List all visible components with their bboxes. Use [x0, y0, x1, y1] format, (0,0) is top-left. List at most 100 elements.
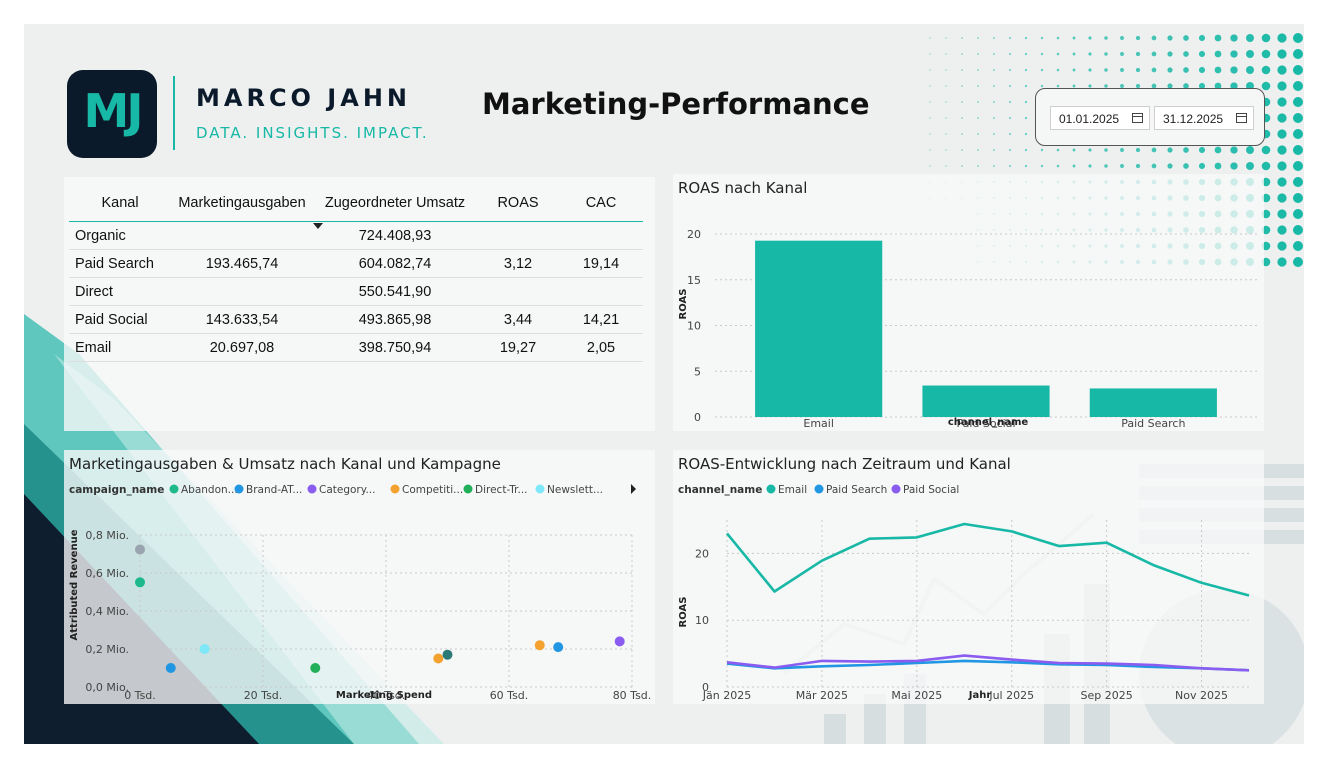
decor-dot [1277, 193, 1287, 203]
decor-dot [929, 53, 931, 55]
decor-dot [1293, 241, 1303, 251]
x-tick-label: 40 Tsd. [367, 689, 406, 702]
decor-dot [1135, 83, 1141, 89]
table-row[interactable]: Paid Search 193.465,74 604.082,74 3,12 1… [69, 249, 643, 278]
column-header-roas[interactable]: ROAS [477, 185, 559, 222]
decor-dot [961, 133, 963, 135]
legend-item-label: Brand-AT... [246, 484, 302, 496]
decor-dot [1293, 161, 1303, 171]
decor-dot [993, 117, 995, 119]
decor-dot [1135, 147, 1141, 153]
decor-dot [961, 117, 963, 119]
bar-y-axis: 0 5 10 15 20 [687, 228, 701, 424]
decor-dot [1214, 50, 1222, 58]
decor-dot [1024, 164, 1028, 168]
chart-title: Marketingausgaben & Umsatz nach Kanal un… [69, 455, 501, 473]
decor-dot [1183, 35, 1189, 41]
x-tick-label: Mär 2025 [796, 689, 848, 702]
decor-dot [1072, 148, 1076, 152]
line-grid [726, 520, 1249, 688]
decor-dot [1261, 81, 1271, 91]
decor-dot [1151, 147, 1157, 153]
legend-next-arrow[interactable] [631, 484, 636, 494]
decor-dot [1024, 68, 1028, 72]
decor-dot [1056, 36, 1060, 40]
line-series [725, 522, 1250, 672]
decor-dot [1135, 51, 1141, 57]
decor-dot [1277, 225, 1287, 235]
table-cell: 19,27 [477, 333, 559, 362]
kpi-table-panel: Kanal Marketingausgaben Zugeordneter Ums… [64, 177, 655, 431]
table-row[interactable]: Direct 550.541,90 [69, 277, 643, 306]
table-cell [171, 277, 313, 306]
decor-dot [1167, 83, 1173, 89]
series-line [726, 654, 1250, 672]
dashboard-canvas: MJ MARCO JAHN DATA. INSIGHTS. IMPACT. Ma… [24, 24, 1304, 744]
column-header-umsatz[interactable]: Zugeordneter Umsatz [313, 185, 477, 229]
scatter-point [433, 653, 444, 664]
table-row[interactable]: Email 20.697,08 398.750,94 19,27 2,05 [69, 333, 643, 362]
decor-dot [1183, 51, 1189, 57]
y-tick-label: 0 [694, 411, 701, 424]
series-line [725, 522, 1250, 597]
scatter-point [199, 644, 210, 654]
decor-dot [961, 149, 963, 151]
decor-dot [1198, 66, 1206, 74]
chart-title: ROAS nach Kanal [678, 179, 808, 197]
decor-dot [945, 85, 947, 87]
decor-dot [1088, 148, 1092, 152]
y-tick-label: 0,8 Mio. [85, 529, 129, 542]
column-header-marketingausgaben[interactable]: Marketingausgaben [171, 185, 313, 222]
decor-dot [1183, 163, 1189, 169]
decor-dot [1277, 257, 1287, 267]
table-row[interactable]: Paid Social 143.633,54 493.865,98 3,44 1… [69, 305, 643, 334]
decor-dot [1261, 145, 1271, 155]
decor-dot [1009, 101, 1011, 103]
decor-dot [1293, 97, 1303, 107]
decor-dot [1120, 164, 1124, 168]
scatter-x-axis-label: Marketing Spend [336, 690, 432, 701]
decor-dot [1040, 84, 1044, 88]
decor-dot [1024, 52, 1028, 56]
decor-dot [1072, 164, 1076, 168]
decor-dot [1072, 84, 1076, 88]
table-cell: Organic [69, 221, 171, 250]
decor-dot [1246, 66, 1254, 74]
end-date-input[interactable]: 31.12.2025 [1154, 106, 1254, 130]
scatter-point [553, 642, 564, 653]
legend-marker [463, 484, 473, 494]
calendar-icon[interactable] [1236, 113, 1247, 123]
legend-marker [390, 484, 400, 494]
table-cell: Paid Social [69, 305, 171, 334]
legend-marker [535, 484, 545, 494]
decor-dot [929, 69, 931, 71]
decor-dot [1293, 81, 1303, 91]
scatter-point [135, 577, 145, 588]
decor-dot [1167, 67, 1173, 73]
column-header-cac[interactable]: CAC [559, 185, 643, 222]
decor-dot [1277, 33, 1287, 43]
decor-dot [1088, 68, 1092, 72]
decor-dot [993, 133, 995, 135]
decor-dot [993, 69, 995, 71]
decor-dot [961, 101, 963, 103]
table-cell: 3,44 [477, 305, 559, 334]
x-tick-label: 0 Tsd. [124, 689, 156, 702]
decor-dot [945, 53, 947, 55]
decor-dot [977, 117, 979, 119]
x-tick-label: 80 Tsd. [613, 689, 652, 702]
table-row[interactable]: Organic 724.408,93 [69, 221, 643, 250]
column-header-kanal[interactable]: Kanal [69, 185, 171, 222]
x-tick-label: Mai 2025 [891, 689, 942, 702]
decor-dot [1024, 100, 1028, 104]
logo-text: MJ [83, 84, 144, 138]
decor-dot [1246, 50, 1254, 58]
calendar-icon[interactable] [1132, 113, 1143, 123]
start-date-input[interactable]: 01.01.2025 [1050, 106, 1150, 130]
decor-dot [1214, 66, 1222, 74]
decor-dot [1104, 148, 1108, 152]
decor-dot [993, 149, 995, 151]
table-cell: Direct [69, 277, 171, 306]
decor-dot [1088, 164, 1092, 168]
decor-dot [977, 53, 979, 55]
